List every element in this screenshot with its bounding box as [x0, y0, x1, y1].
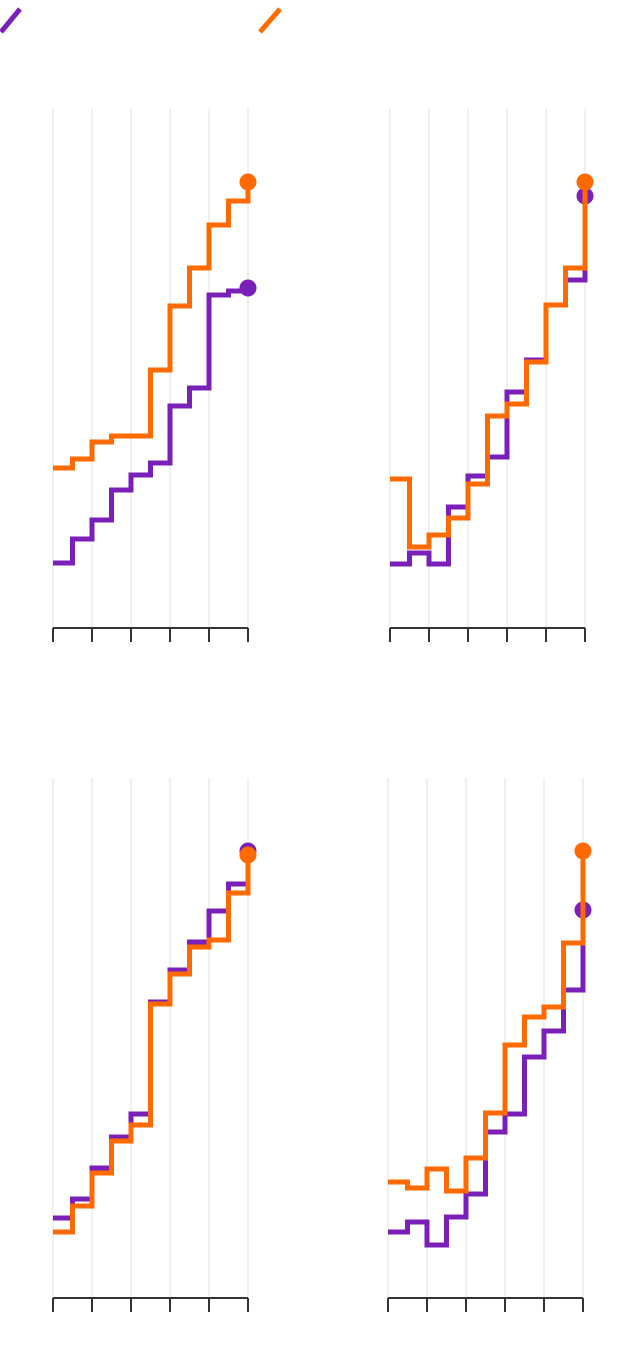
end-point-series-a	[239, 279, 257, 297]
legend-swatch-series-b	[258, 7, 282, 34]
step-line-series-b	[388, 851, 586, 1194]
end-point-series-b	[239, 173, 257, 191]
end-point-series-b	[576, 173, 594, 191]
panel-2	[389, 108, 594, 642]
panel-3	[52, 778, 257, 1312]
step-line-series-a	[390, 196, 588, 567]
end-point-series-b	[574, 842, 592, 860]
step-line-series-a	[53, 288, 251, 566]
panel-4	[387, 778, 592, 1312]
step-line-series-a	[388, 910, 586, 1248]
step-line-series-b	[390, 182, 588, 550]
panel-1	[52, 108, 257, 642]
step-line-series-b	[53, 855, 251, 1235]
step-line-series-b	[53, 182, 251, 471]
legend-swatch-series-a	[0, 7, 22, 34]
legend	[0, 7, 282, 34]
end-point-series-b	[239, 846, 257, 864]
